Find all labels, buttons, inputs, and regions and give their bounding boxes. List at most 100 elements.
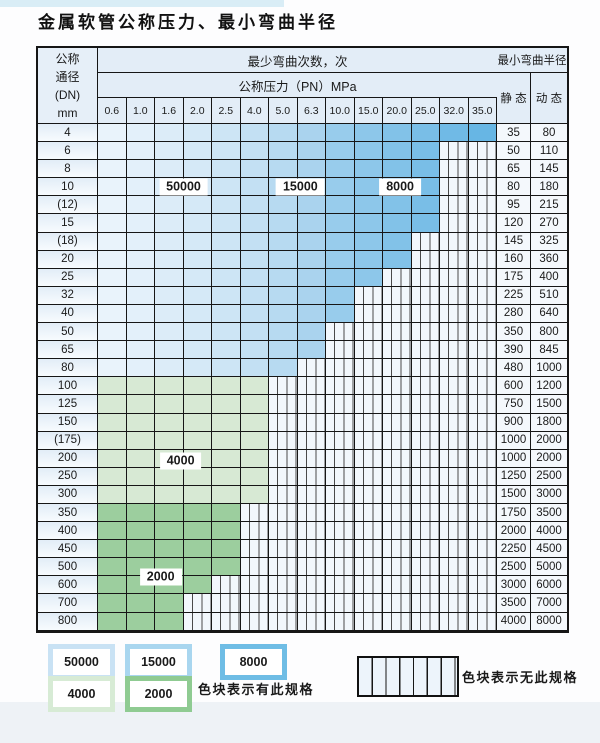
spec-cell [240, 250, 269, 268]
no-spec-cell [297, 576, 326, 594]
spec-cell [269, 304, 298, 323]
no-spec-cell [326, 594, 355, 612]
no-spec-cell [440, 178, 469, 196]
spec-cell [240, 449, 269, 467]
no-spec-cell [212, 612, 241, 630]
spec-cell [126, 178, 155, 196]
dynamic-radius-cell: 1500 [531, 395, 567, 413]
spec-cell [240, 268, 269, 286]
spec-cell [212, 503, 241, 522]
spec-cell [98, 449, 127, 467]
spec-cell [155, 142, 184, 160]
dynamic-radius-cell: 2500 [531, 467, 567, 485]
no-spec-cell [240, 576, 269, 594]
spec-cell [411, 214, 440, 232]
spec-cell [212, 250, 241, 268]
spec-cell [212, 268, 241, 286]
spec-cell [98, 395, 127, 413]
header-pressure-2.5: 2.5 [212, 98, 241, 123]
no-spec-cell [468, 413, 497, 431]
spec-cell [297, 250, 326, 268]
no-spec-cell [269, 467, 298, 485]
spec-cell [212, 124, 241, 142]
spec-cell [326, 178, 355, 196]
spec-cell [155, 594, 184, 612]
dynamic-radius-cell: 5000 [531, 558, 567, 576]
static-radius-cell: 145 [497, 232, 531, 250]
dn-cell: 25 [38, 268, 98, 286]
spec-cell [212, 323, 241, 341]
spec-cell [212, 214, 241, 232]
no-spec-cell [440, 214, 469, 232]
table-row-dn-100: 100 600 1200 [38, 377, 567, 396]
dn-cell: 15 [38, 214, 98, 232]
static-radius-cell: 280 [497, 304, 531, 323]
no-spec-cell [326, 576, 355, 594]
spec-cell [98, 214, 127, 232]
no-spec-cell [440, 503, 469, 522]
header-pressure-32.0: 32.0 [440, 98, 469, 123]
spec-cell [126, 268, 155, 286]
no-spec-cell [354, 359, 383, 377]
table-row-dn-800: 800 4000 8000 [38, 612, 567, 631]
no-spec-cell [468, 558, 497, 576]
legend-swatch-label: 50000 [53, 649, 110, 675]
no-spec-cell [468, 612, 497, 630]
no-spec-cell [354, 323, 383, 341]
table-row-dn-80: 80 480 1000 [38, 359, 567, 378]
no-spec-cell [411, 540, 440, 558]
no-spec-cell [269, 558, 298, 576]
spec-cell [155, 323, 184, 341]
spec-cell [240, 124, 269, 142]
spec-cell [240, 232, 269, 250]
no-spec-cell [440, 304, 469, 323]
cycle-count-label-4000: 4000 [159, 452, 202, 470]
no-spec-cell [468, 268, 497, 286]
dn-cell: (18) [38, 232, 98, 250]
no-spec-cell [411, 522, 440, 540]
static-radius-cell: 900 [497, 413, 531, 431]
static-radius-cell: 4000 [497, 612, 531, 630]
spec-cell [126, 286, 155, 304]
dynamic-radius-cell: 3500 [531, 503, 567, 522]
dynamic-radius-cell: 80 [531, 124, 567, 142]
no-spec-cell [440, 522, 469, 540]
spec-cell [183, 323, 212, 341]
table-header: 公称 通径 (DN) mm 最少弯曲次数，次 公称压力（PN）MPa 0.6 1.… [38, 48, 567, 124]
table-row-dn-700: 700 3500 7000 [38, 594, 567, 613]
no-spec-cell [411, 395, 440, 413]
spec-cell [126, 196, 155, 214]
static-radius-cell: 80 [497, 178, 531, 196]
spec-cell [155, 341, 184, 359]
spec-cell [269, 124, 298, 142]
spec-cell [212, 232, 241, 250]
no-spec-cell [212, 594, 241, 612]
static-radius-cell: 3000 [497, 576, 531, 594]
no-spec-cell [183, 612, 212, 630]
legend-no-spec-note: 色块表示无此规格 [462, 670, 579, 685]
spec-cell [212, 431, 241, 449]
spec-cell [98, 503, 127, 522]
spec-cell [269, 232, 298, 250]
no-spec-cell [297, 467, 326, 485]
spec-cell [326, 196, 355, 214]
spec-cell [212, 558, 241, 576]
table-row-dn-125: 125 750 1500 [38, 395, 567, 414]
spec-cell [98, 413, 127, 431]
dynamic-radius-cell: 400 [531, 268, 567, 286]
spec-cell [183, 576, 212, 594]
header-dn-line4: mm [57, 105, 78, 120]
spec-cell [212, 196, 241, 214]
no-spec-cell [383, 558, 412, 576]
spec-cell [98, 304, 127, 323]
spec-cell [98, 142, 127, 160]
spec-cell [155, 612, 184, 630]
spec-cell [240, 323, 269, 341]
dn-cell: 150 [38, 413, 98, 431]
legend-swatch-label: 2000 [130, 681, 187, 707]
no-spec-cell [411, 413, 440, 431]
no-spec-cell [440, 576, 469, 594]
spec-cell [354, 196, 383, 214]
spec-cell [98, 594, 127, 612]
spec-cell [98, 178, 127, 196]
